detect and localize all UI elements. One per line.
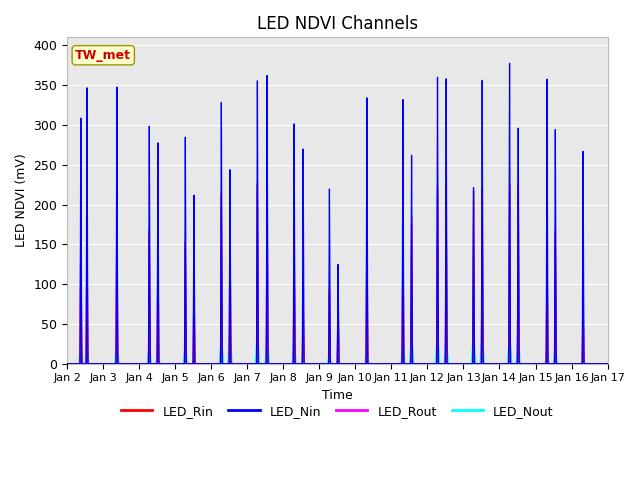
- LED_Nout: [63, 361, 71, 367]
- X-axis label: Time: Time: [322, 389, 353, 402]
- Title: LED NDVI Channels: LED NDVI Channels: [257, 15, 418, 33]
- LED_Rout: [63, 361, 71, 367]
- LED_Rin: [465, 361, 472, 367]
- LED_Nin: [63, 361, 71, 367]
- Line: LED_Rout: LED_Rout: [67, 188, 607, 364]
- LED_Nin: [388, 361, 396, 367]
- LED_Rin: [356, 361, 364, 367]
- LED_Nout: [193, 361, 201, 367]
- LED_Rout: [193, 361, 201, 367]
- LED_Rout: [100, 361, 108, 367]
- LED_Rout: [263, 185, 271, 191]
- LED_Nout: [100, 361, 108, 367]
- Line: LED_Nin: LED_Nin: [67, 63, 607, 364]
- LED_Nout: [470, 325, 477, 331]
- LED_Nout: [356, 361, 364, 367]
- LED_Rin: [263, 177, 271, 183]
- LED_Rout: [465, 361, 472, 367]
- LED_Nin: [506, 60, 513, 66]
- LED_Nin: [465, 361, 472, 367]
- Line: LED_Nout: LED_Nout: [67, 328, 607, 364]
- LED_Rout: [270, 361, 278, 367]
- Line: LED_Rin: LED_Rin: [67, 180, 607, 364]
- LED_Rin: [270, 361, 278, 367]
- LED_Nin: [604, 361, 611, 367]
- LED_Nin: [193, 361, 201, 367]
- Legend: LED_Rin, LED_Nin, LED_Rout, LED_Nout: LED_Rin, LED_Nin, LED_Rout, LED_Nout: [116, 400, 559, 423]
- LED_Rin: [100, 361, 108, 367]
- LED_Nout: [388, 361, 396, 367]
- LED_Rin: [604, 361, 611, 367]
- LED_Rin: [388, 361, 396, 367]
- Y-axis label: LED NDVI (mV): LED NDVI (mV): [15, 154, 28, 247]
- LED_Nin: [100, 361, 108, 367]
- Text: TW_met: TW_met: [76, 49, 131, 62]
- LED_Rout: [388, 361, 396, 367]
- LED_Nout: [270, 361, 278, 367]
- LED_Nin: [270, 361, 278, 367]
- LED_Rin: [63, 361, 71, 367]
- LED_Rout: [604, 361, 611, 367]
- LED_Nin: [356, 361, 364, 367]
- LED_Nout: [465, 361, 472, 367]
- LED_Nout: [604, 361, 611, 367]
- LED_Rin: [193, 361, 201, 367]
- LED_Rout: [356, 361, 364, 367]
